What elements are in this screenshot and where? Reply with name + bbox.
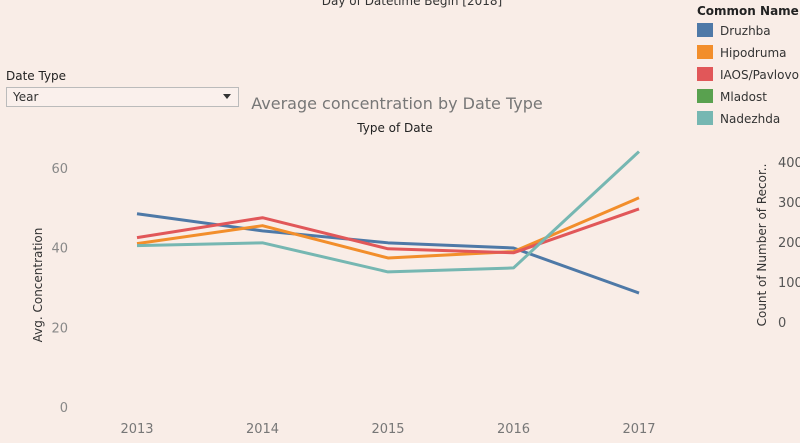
legend-label: Druzhba — [720, 24, 771, 38]
y2-tick-label: 100 — [778, 276, 800, 291]
series-line — [136, 207, 640, 255]
x-tick-label: 2014 — [246, 422, 279, 437]
filter-label: Date Type — [6, 69, 67, 83]
y2-tick-label: 400 — [778, 156, 800, 171]
legend-label: Nadezhda — [720, 112, 780, 126]
dropdown-arrow — [223, 94, 231, 99]
y-tick-label: 40 — [51, 242, 68, 257]
y-tick-label: 60 — [51, 162, 68, 177]
chart-title: Average concentration by Date Type — [251, 94, 542, 113]
legend-swatch — [697, 67, 713, 81]
legend-title: Common Name — [697, 4, 799, 18]
y-tick-label: 0 — [60, 401, 68, 416]
dropdown-value: Year — [13, 90, 39, 104]
x-tick-label: 2016 — [497, 422, 530, 437]
dropdown[interactable]: Year — [6, 87, 239, 107]
legend-swatch — [697, 45, 713, 59]
y-axis-label: Avg. Concentration — [31, 228, 45, 343]
y-tick-label: 20 — [51, 321, 68, 336]
y2-tick-label: 300 — [778, 196, 800, 211]
x-tick-label: 2013 — [120, 422, 153, 437]
legend-label: Mladost — [720, 90, 767, 104]
legend-swatch — [697, 89, 713, 103]
y2-tick-label: 200 — [778, 236, 800, 251]
legend-label: IAOS/Pavlovo — [720, 68, 799, 82]
x-tick-label: 2017 — [622, 422, 655, 437]
top-title: Day of Datetime Begin [2018] — [322, 0, 502, 8]
series-line — [136, 150, 641, 274]
y2-axis-label: Count of Number of Recor.. — [755, 164, 769, 327]
legend-swatch — [697, 23, 713, 37]
legend-swatch — [697, 111, 713, 125]
legend-label: Hipodruma — [720, 46, 787, 60]
chart-subtitle: Type of Date — [356, 121, 432, 135]
series-line — [136, 196, 640, 260]
x-tick-label: 2015 — [371, 422, 404, 437]
y2-tick-label: 0 — [778, 316, 786, 331]
